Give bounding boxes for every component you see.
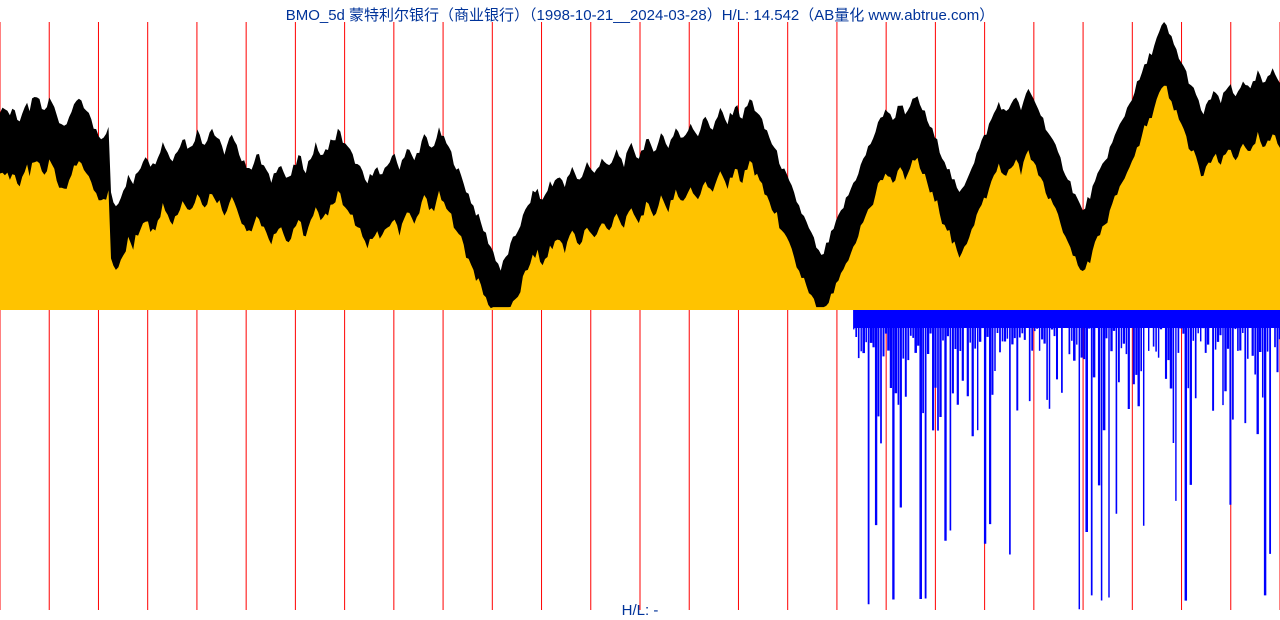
volume-group	[854, 310, 1280, 609]
chart-container: BMO_5d 蒙特利尔银行（商业银行）（1998-10-21__2024-03-…	[0, 0, 1280, 620]
chart-svg	[0, 0, 1280, 620]
chart-footer: H/L: -	[0, 602, 1280, 619]
volume-top-band	[854, 310, 1280, 328]
chart-title: BMO_5d 蒙特利尔银行（商业银行）（1998-10-21__2024-03-…	[0, 4, 1280, 25]
